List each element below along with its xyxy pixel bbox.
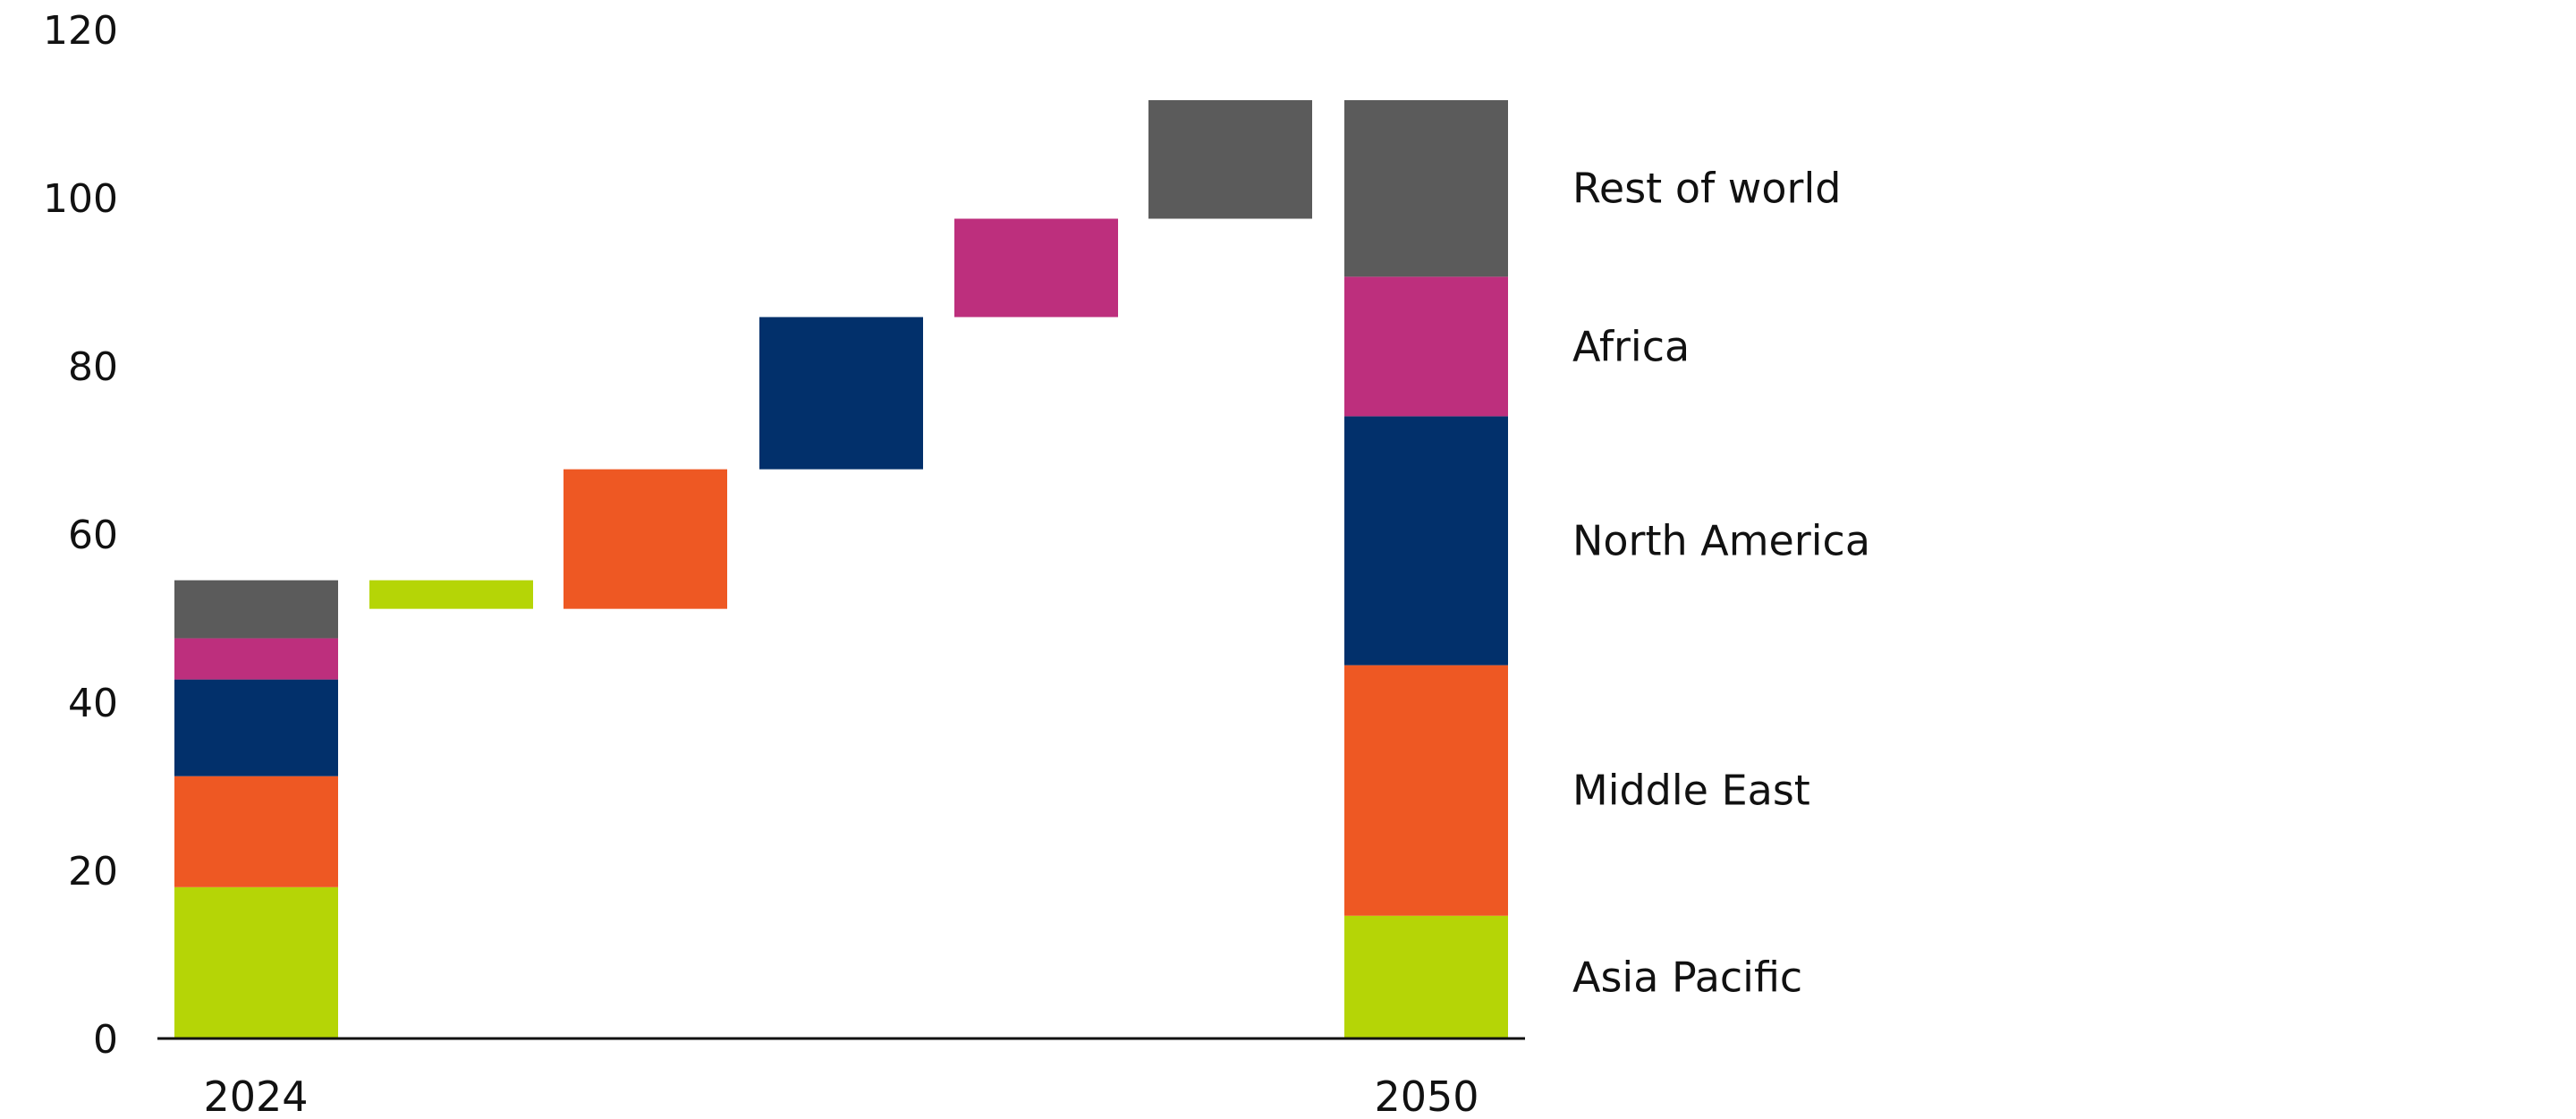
bar-2050-rest-of-world: [1344, 99, 1508, 277]
y-tick-label: 100: [43, 176, 118, 222]
y-tick-label: 40: [68, 681, 118, 726]
y-axis-ticks: 0 20 40 60 80 100 120: [43, 8, 118, 1063]
bar-2050-middle-east: [1344, 665, 1508, 916]
bar-2050-africa: [1344, 276, 1508, 417]
bars: [174, 99, 1508, 1038]
change-bar-north-america: [759, 317, 923, 470]
change-bar-asia-pacific: [369, 580, 533, 609]
bar-2024-africa: [174, 638, 338, 680]
bar-2024-north-america: [174, 679, 338, 776]
bar-2050-north-america: [1344, 416, 1508, 665]
legend-label: Africa: [1572, 322, 1690, 370]
bar-2024-rest-of-world: [174, 580, 338, 639]
legend-label: Asia Pacific: [1572, 953, 1802, 1001]
y-tick-label: 80: [68, 344, 118, 390]
change-bar-rest-of-world: [1148, 99, 1312, 219]
x-label-2050: 2050: [1374, 1072, 1479, 1119]
y-tick-label: 120: [43, 8, 118, 54]
legend: Asia Pacific Middle East North America Afri…: [1572, 165, 1870, 1002]
legend-label: North America: [1572, 517, 1870, 565]
bar-2024-asia-pacific: [174, 886, 338, 1038]
legend-label: Middle East: [1572, 767, 1810, 815]
bar-2050-asia-pacific: [1344, 915, 1508, 1038]
y-tick-label: 0: [93, 1017, 118, 1063]
change-bar-africa: [954, 218, 1118, 318]
legend-label: Rest of world: [1572, 165, 1841, 213]
change-bar-middle-east: [564, 469, 727, 609]
y-tick-label: 60: [68, 513, 118, 558]
bar-2024-middle-east: [174, 776, 338, 887]
y-tick-label: 20: [68, 849, 118, 894]
x-label-2024: 2024: [203, 1072, 308, 1119]
